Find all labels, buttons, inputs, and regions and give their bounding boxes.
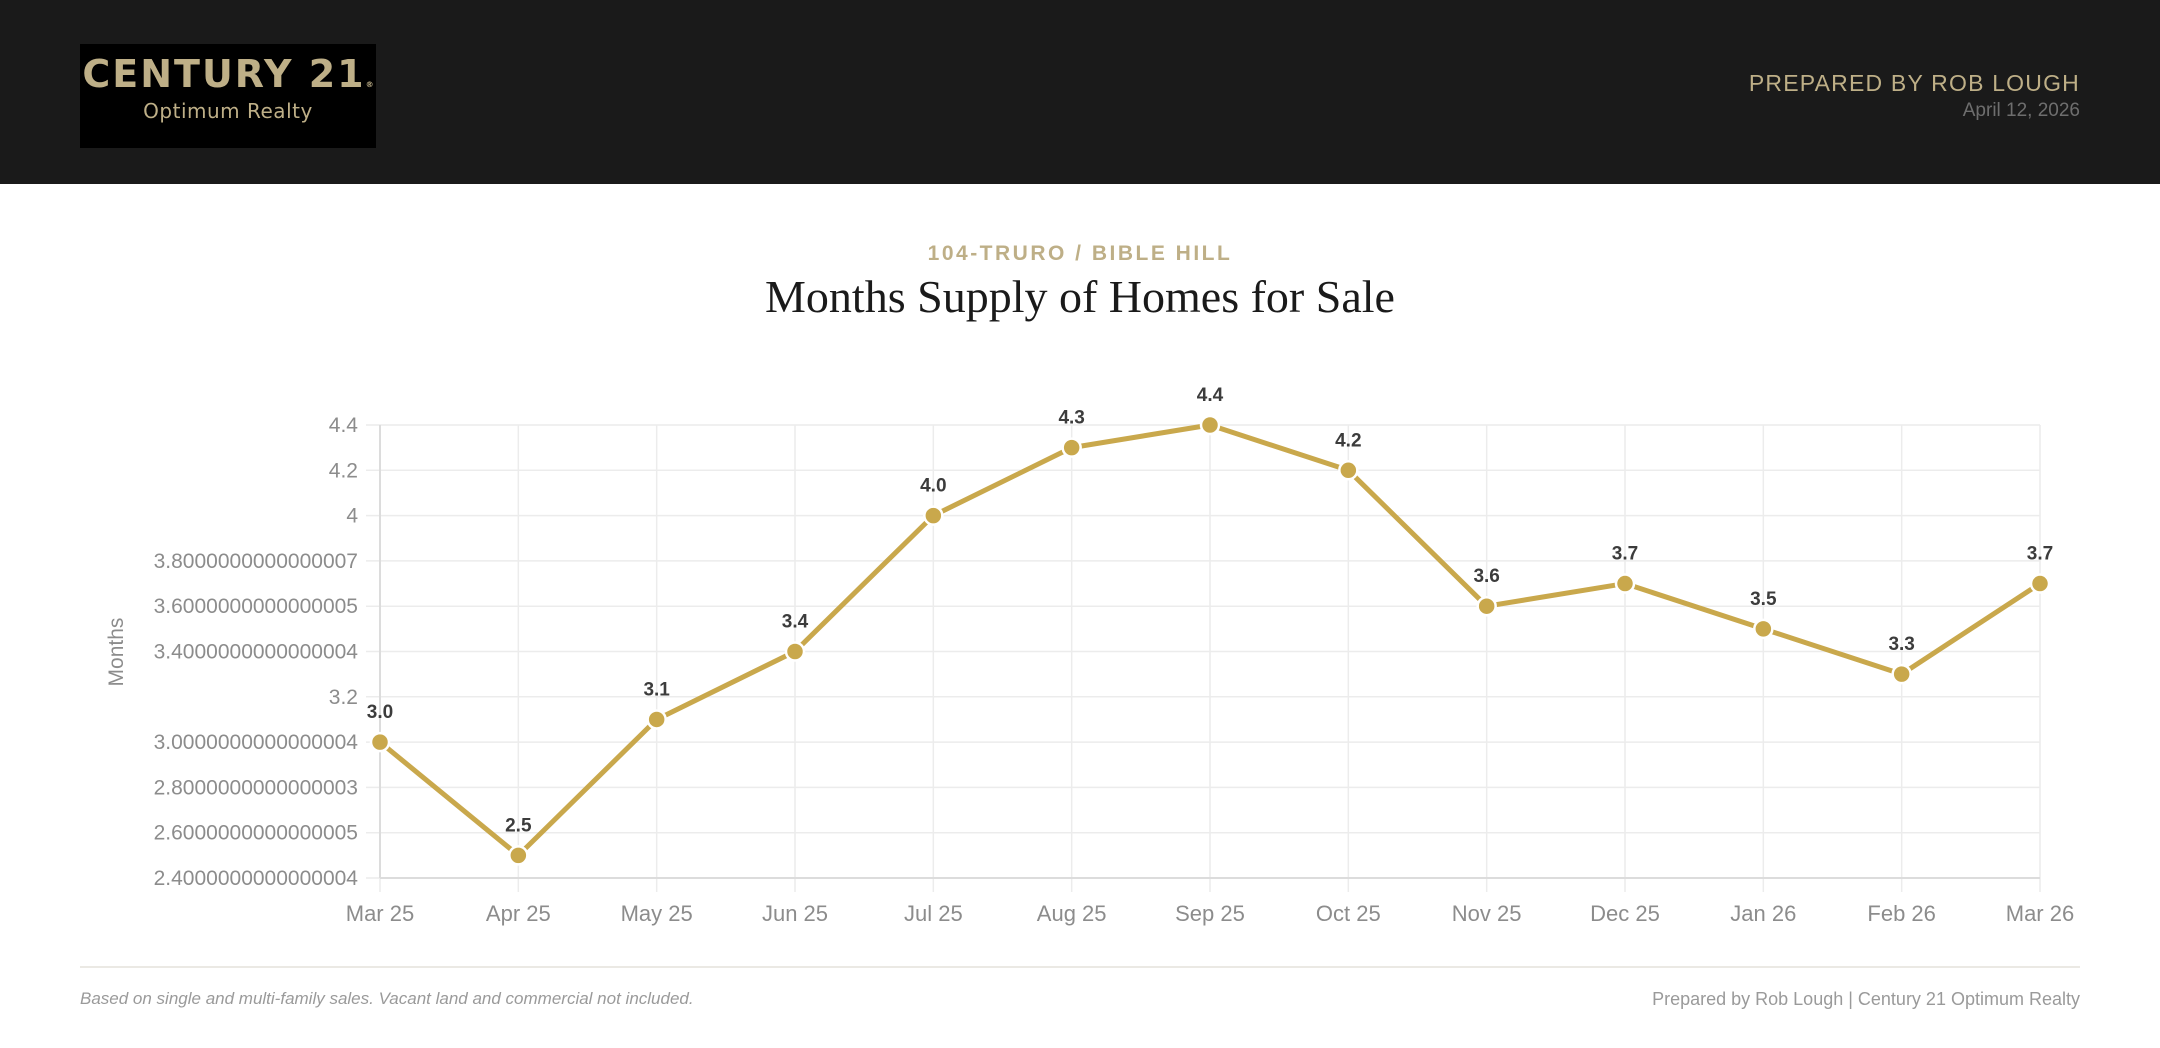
y-tick-label: 4.2 xyxy=(329,459,358,482)
data-point[interactable] xyxy=(1614,573,1636,594)
data-label: 3.1 xyxy=(643,679,670,700)
y-tick-label: 4 xyxy=(346,505,358,528)
century21-logo: CENTURY 21® Optimum Realty xyxy=(80,44,376,148)
data-label: 3.7 xyxy=(1612,544,1638,565)
data-point[interactable] xyxy=(784,641,806,662)
x-axis-ticks: Mar 25 Apr 25 May 25 Jun 25 Jul 25 Aug 25 Sep … xyxy=(346,901,2074,926)
x-tick-label: May 25 xyxy=(621,901,693,926)
y-tick-label: 3.8000000000000007 xyxy=(154,550,358,573)
x-tick-label: Jul 25 xyxy=(904,901,963,926)
data-label: 3.3 xyxy=(1888,634,1914,655)
data-label: 3.4 xyxy=(782,612,809,633)
x-tick-label: Sep 25 xyxy=(1175,901,1245,926)
x-tick-label: Mar 25 xyxy=(346,901,414,926)
data-label: 4.0 xyxy=(920,476,946,497)
data-label: 3.6 xyxy=(1473,566,1499,587)
chart-title: Months Supply of Homes for Sale xyxy=(765,271,1395,322)
data-point[interactable] xyxy=(646,709,667,730)
data-point[interactable] xyxy=(1753,618,1774,640)
y-axis-ticks: 4.4 4.2 4 3.8000000000000007 3.6000000000000… xyxy=(154,414,359,890)
x-tick-label: Nov 25 xyxy=(1452,901,1522,926)
y-tick-label: 3.6000000000000005 xyxy=(154,595,358,618)
data-point[interactable] xyxy=(369,731,391,753)
data-point[interactable] xyxy=(1199,414,1221,436)
registered-mark-icon: ® xyxy=(365,80,374,89)
data-point[interactable] xyxy=(2029,573,2051,594)
footer-note: Based on single and multi-family sales. … xyxy=(80,989,694,1008)
y-tick-label: 3.2 xyxy=(329,686,358,709)
y-axis-label: Months xyxy=(105,618,128,687)
area-subtitle: 104-TRURO / BIBLE HILL xyxy=(927,242,1233,265)
x-tick-label: Apr 25 xyxy=(486,901,551,926)
data-point[interactable] xyxy=(1891,663,1912,685)
y-tick-label: 2.4000000000000004 xyxy=(154,867,359,890)
x-tick-label: Jan 26 xyxy=(1730,901,1796,926)
logo-office: Optimum Realty xyxy=(143,99,313,123)
x-tick-label: Jun 25 xyxy=(762,901,828,926)
series-months-supply: 3.0 2.5 3.1 3.4 4.0 4.3 4.4 4.2 3.6 3.7 3.5 3.3 3.7 xyxy=(367,385,2053,866)
y-tick-label: 3.0000000000000004 xyxy=(154,731,359,754)
x-tick-label: Oct 25 xyxy=(1316,901,1381,926)
y-tick-label: 2.6000000000000005 xyxy=(154,822,358,845)
data-label: 3.5 xyxy=(1750,589,1777,610)
data-label: 4.2 xyxy=(1335,430,1361,451)
logo-brand: CENTURY 21® xyxy=(82,52,374,96)
chart-grid xyxy=(366,424,2041,892)
x-tick-label: Dec 25 xyxy=(1590,901,1660,926)
report-header: CENTURY 21® Optimum Realty PREPARED BY R… xyxy=(0,0,2160,184)
data-label: 3.0 xyxy=(367,702,393,723)
y-tick-label: 4.4 xyxy=(329,414,359,437)
report-date: April 12, 2026 xyxy=(1962,100,2080,121)
x-tick-label: Feb 26 xyxy=(1867,901,1936,926)
data-label: 4.4 xyxy=(1197,385,1224,406)
data-point[interactable] xyxy=(923,505,944,526)
data-label: 2.5 xyxy=(505,815,532,836)
data-point[interactable] xyxy=(508,845,529,866)
y-tick-label: 2.8000000000000003 xyxy=(154,776,358,799)
data-label: 4.3 xyxy=(1058,408,1084,429)
data-point[interactable] xyxy=(1476,595,1497,617)
data-point[interactable] xyxy=(1061,437,1082,458)
data-label: 3.7 xyxy=(2027,544,2053,565)
data-point[interactable] xyxy=(1338,460,1359,481)
x-tick-label: Aug 25 xyxy=(1037,901,1107,926)
footer-credit: Prepared by Rob Lough | Century 21 Optim… xyxy=(1652,989,2080,1009)
footer-divider xyxy=(80,966,2080,968)
x-tick-label: Mar 26 xyxy=(2006,901,2074,926)
prepared-by: PREPARED BY ROB LOUGH xyxy=(1748,70,2080,96)
y-tick-label: 3.4000000000000004 xyxy=(154,641,359,664)
